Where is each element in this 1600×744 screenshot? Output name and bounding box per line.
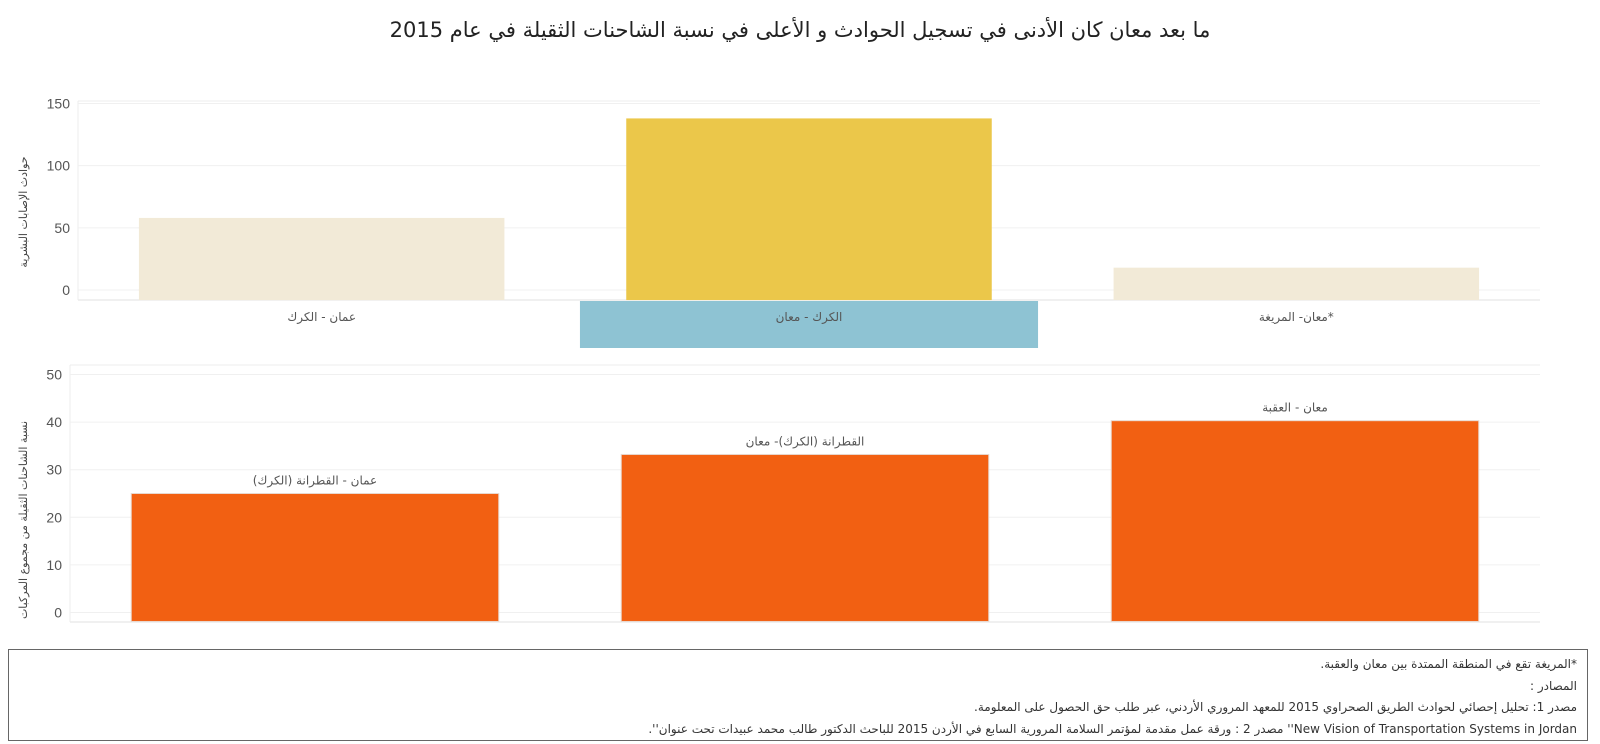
category-highlight [579, 301, 1039, 348]
y-tick-label: 150 [47, 95, 71, 111]
bar [620, 453, 990, 622]
chart-panel-1: 0 50 100 150 حوادث الإصابات البشرية عمان - ال… [17, 95, 1540, 348]
y-tick-label: 40 [46, 414, 62, 430]
category-label: الكرك - معان [776, 310, 843, 325]
footnote-line: .مصدر 1: تحليل إحصائي لحوادث الطريق الصح… [974, 700, 1577, 714]
category-label: معان- المريغة* [1259, 310, 1334, 325]
bar [1110, 420, 1480, 622]
y-tick-label: 0 [54, 604, 62, 620]
y-tick-label: 10 [46, 557, 62, 573]
chart-panel-2: 0 10 20 30 40 50 نسبة الشاحنات الثقيلة من مجمو… [17, 364, 1540, 623]
category-label: (عمان - القطرانة (الكرك [253, 474, 377, 489]
y-tick-label: 100 [47, 158, 71, 174]
footnote-line: : المصادر [1530, 678, 1577, 693]
category-label: معان - العقبة [1262, 401, 1328, 415]
footnote-line: .المريغة تقع في المنطقة الممتدة بين معان… [1320, 657, 1577, 671]
chart-title: ما بعد معان كان الأدنى في تسجيل الحوادث … [389, 18, 1211, 42]
y-axis-title: حوادث الإصابات البشرية [17, 156, 30, 267]
y-tick-label: 50 [46, 367, 62, 383]
category-label: عمان - الكرك [287, 310, 356, 325]
bar [130, 493, 500, 622]
bar [1113, 267, 1480, 301]
y-tick-label: 0 [62, 282, 70, 298]
bar [138, 217, 505, 301]
y-tick-label: 20 [46, 509, 62, 525]
y-tick-label: 30 [46, 462, 62, 478]
y-tick-label: 50 [54, 220, 70, 236]
y-axis-title: نسبة الشاحنات الثقيلة من مجموع المركبات [17, 421, 30, 619]
sources-footnote-box: .المريغة تقع في المنطقة الممتدة بين معان… [8, 649, 1588, 741]
category-label: القطرانة (الكرك)- معان [746, 434, 865, 449]
bar [626, 118, 992, 301]
footnote-line: .''مصدر 2 : ورقة عمل مقدمة لمؤتمر السلام… [648, 721, 1577, 736]
